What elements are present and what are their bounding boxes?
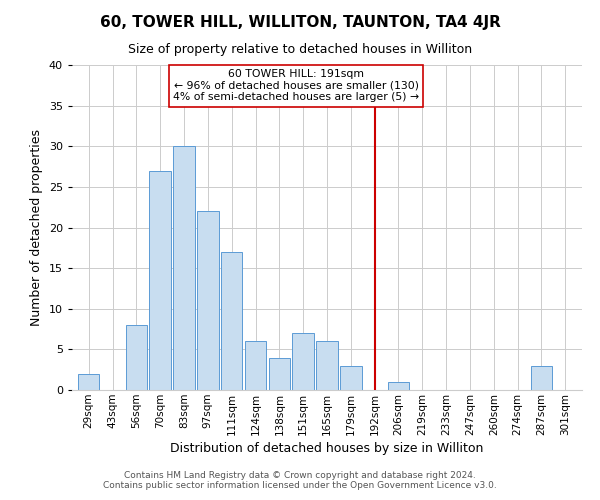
Bar: [221, 252, 242, 390]
Bar: [531, 366, 552, 390]
Bar: [269, 358, 290, 390]
Bar: [388, 382, 409, 390]
Bar: [245, 341, 266, 390]
Bar: [197, 211, 218, 390]
Bar: [78, 374, 100, 390]
Text: 60 TOWER HILL: 191sqm
← 96% of detached houses are smaller (130)
4% of semi-deta: 60 TOWER HILL: 191sqm ← 96% of detached …: [173, 69, 419, 102]
Y-axis label: Number of detached properties: Number of detached properties: [30, 129, 43, 326]
Text: 60, TOWER HILL, WILLITON, TAUNTON, TA4 4JR: 60, TOWER HILL, WILLITON, TAUNTON, TA4 4…: [100, 15, 500, 30]
Bar: [173, 146, 195, 390]
Text: Contains HM Land Registry data © Crown copyright and database right 2024.
Contai: Contains HM Land Registry data © Crown c…: [103, 470, 497, 490]
Bar: [292, 333, 314, 390]
Bar: [149, 170, 171, 390]
Bar: [125, 325, 147, 390]
Bar: [340, 366, 362, 390]
X-axis label: Distribution of detached houses by size in Williton: Distribution of detached houses by size …: [170, 442, 484, 455]
Text: Size of property relative to detached houses in Williton: Size of property relative to detached ho…: [128, 42, 472, 56]
Bar: [316, 341, 338, 390]
